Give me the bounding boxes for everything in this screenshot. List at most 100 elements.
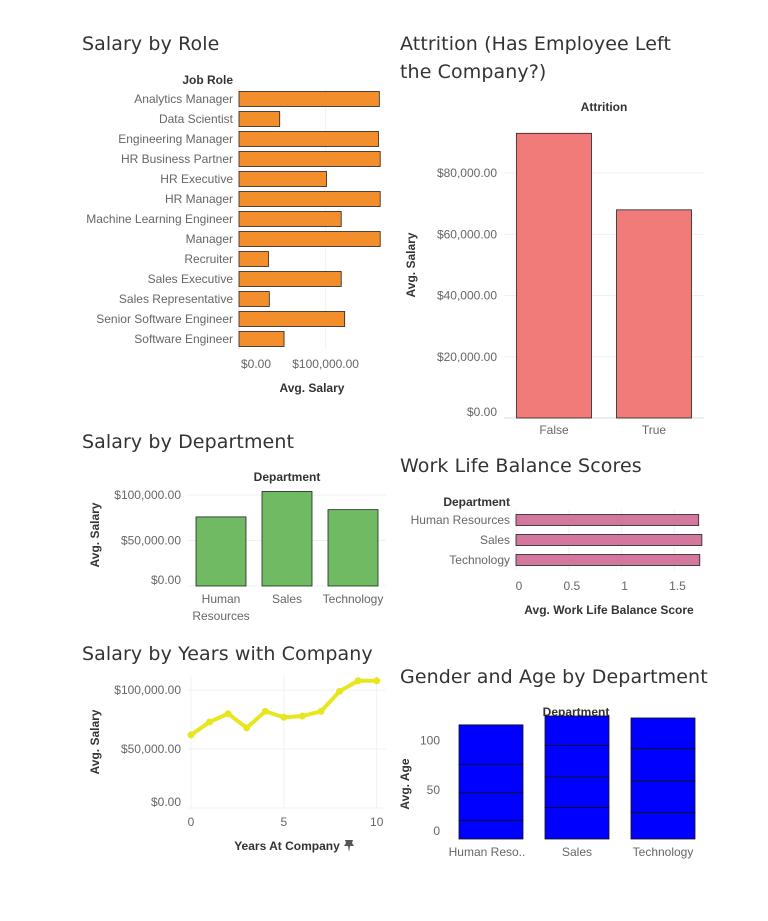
dept-y-tick: $0.00 (151, 573, 181, 587)
dept-y-tick: $50,000.00 (121, 534, 181, 548)
gender-ylabel: Avg. Age (398, 758, 412, 809)
gender-header: Department (543, 705, 610, 719)
years-y-tick: $100,000.00 (114, 683, 181, 697)
role-category-label: Sales Representative (119, 292, 233, 306)
title-attrition: Attrition (Has Employee Left the Company… (400, 33, 672, 83)
gender-bar-segment (544, 745, 610, 778)
years-y-tick: $0.00 (151, 795, 181, 809)
years-xlabel: Years At Company (234, 839, 340, 853)
gender-bar-segment (458, 763, 524, 794)
years-x-tick: 5 (281, 815, 288, 829)
attrition-header: Attrition (581, 100, 628, 114)
attrition-category-label: False (539, 423, 569, 437)
gender-bar-segment (630, 812, 696, 840)
role-bar (238, 271, 342, 287)
role-category-label: Data Scientist (159, 112, 234, 126)
years-x-tick: 0 (188, 815, 195, 829)
attrition-bar (516, 132, 592, 419)
gender-bar-segment (630, 748, 696, 782)
role-bar (238, 111, 281, 127)
role-bar (238, 251, 269, 267)
years-point (298, 712, 306, 720)
role-bar (238, 171, 327, 187)
role-category-label: Analytics Manager (134, 92, 233, 106)
gender-bar-segment (544, 715, 610, 746)
role-bar (238, 311, 346, 327)
dept-category-label: Resources (192, 609, 249, 623)
role-bar (238, 211, 342, 227)
dept-bar (261, 491, 313, 587)
attrition-y-tick: $20,000.00 (437, 350, 497, 364)
dept-bar (327, 509, 379, 587)
role-category-label: HR Executive (160, 172, 233, 186)
attrition-y-tick: $40,000.00 (437, 289, 497, 303)
title-salary-by-role: Salary by Role (82, 33, 220, 55)
role-xlabel: Avg. Salary (280, 381, 345, 395)
role-category-label: HR Business Partner (121, 152, 233, 166)
wlb-x-tick: 1.5 (669, 579, 686, 593)
gender-category-label: Sales (562, 845, 592, 859)
wlb-bar (515, 534, 703, 546)
dept-category-label: Sales (272, 592, 302, 606)
years-point (317, 707, 325, 715)
role-header: Job Role (182, 73, 233, 87)
role-category-label: Senior Software Engineer (96, 312, 233, 326)
role-category-label: Software Engineer (134, 332, 233, 346)
gender-bar-segment (458, 792, 524, 821)
wlb-bar (515, 514, 700, 526)
role-bar (238, 91, 380, 107)
gender-bar-segment (544, 807, 610, 840)
dept-category-label: Human (202, 592, 241, 606)
wlb-x-tick: 0 (516, 579, 523, 593)
attrition-y-tick: $80,000.00 (437, 166, 497, 180)
years-x-tick: 10 (370, 815, 384, 829)
wlb-bar (515, 554, 701, 566)
role-category-label: Manager (186, 232, 233, 246)
wlb-header: Department (443, 495, 510, 509)
role-x-tick: $0.00 (241, 357, 271, 371)
years-y-tick: $50,000.00 (121, 742, 181, 756)
dept-header: Department (254, 470, 321, 484)
attrition-category-label: True (642, 423, 667, 437)
wlb-category-label: Human Resources (411, 513, 510, 527)
pin-icon[interactable] (344, 840, 354, 852)
attrition-y-tick: $60,000.00 (437, 227, 497, 241)
gender-bar-segment (544, 776, 610, 808)
attrition-y-tick: $0.00 (467, 405, 497, 419)
wlb-category-label: Technology (449, 553, 510, 567)
years-point (206, 718, 214, 726)
wlb-xlabel: Avg. Work Life Balance Score (524, 603, 694, 617)
years-ylabel: Avg. Salary (88, 709, 102, 774)
role-bar (238, 131, 379, 147)
gender-y-tick: 0 (433, 824, 440, 838)
gender-bar-segment (458, 819, 524, 840)
gender-category-label: Technology (633, 845, 694, 859)
years-point (354, 677, 362, 685)
years-point (224, 710, 232, 718)
role-bar (238, 331, 285, 347)
wlb-x-tick: 0.5 (563, 579, 580, 593)
title-gender-age: Gender and Age by Department (400, 666, 708, 688)
years-point (280, 713, 288, 721)
role-category-label: Machine Learning Engineer (86, 212, 233, 226)
role-category-label: Recruiter (184, 252, 233, 266)
role-category-label: Engineering Manager (118, 132, 233, 146)
years-point (373, 677, 381, 685)
gender-bar-segment (458, 724, 524, 765)
wlb-x-tick: 1 (621, 579, 628, 593)
dept-bar (195, 516, 247, 587)
role-bar (238, 151, 381, 167)
role-bar (238, 231, 381, 247)
gender-category-label: Human Reso.. (449, 845, 526, 859)
years-point (243, 724, 251, 732)
attrition-bar (616, 209, 692, 419)
role-category-label: Sales Executive (148, 272, 234, 286)
years-point (187, 731, 195, 739)
title-salary-by-years: Salary by Years with Company (82, 643, 373, 665)
dept-y-tick: $100,000.00 (114, 488, 181, 502)
title-work-life-balance: Work Life Balance Scores (400, 455, 642, 477)
dept-category-label: Technology (323, 592, 384, 606)
role-x-tick: $100,000.00 (292, 357, 359, 371)
years-point (261, 707, 269, 715)
